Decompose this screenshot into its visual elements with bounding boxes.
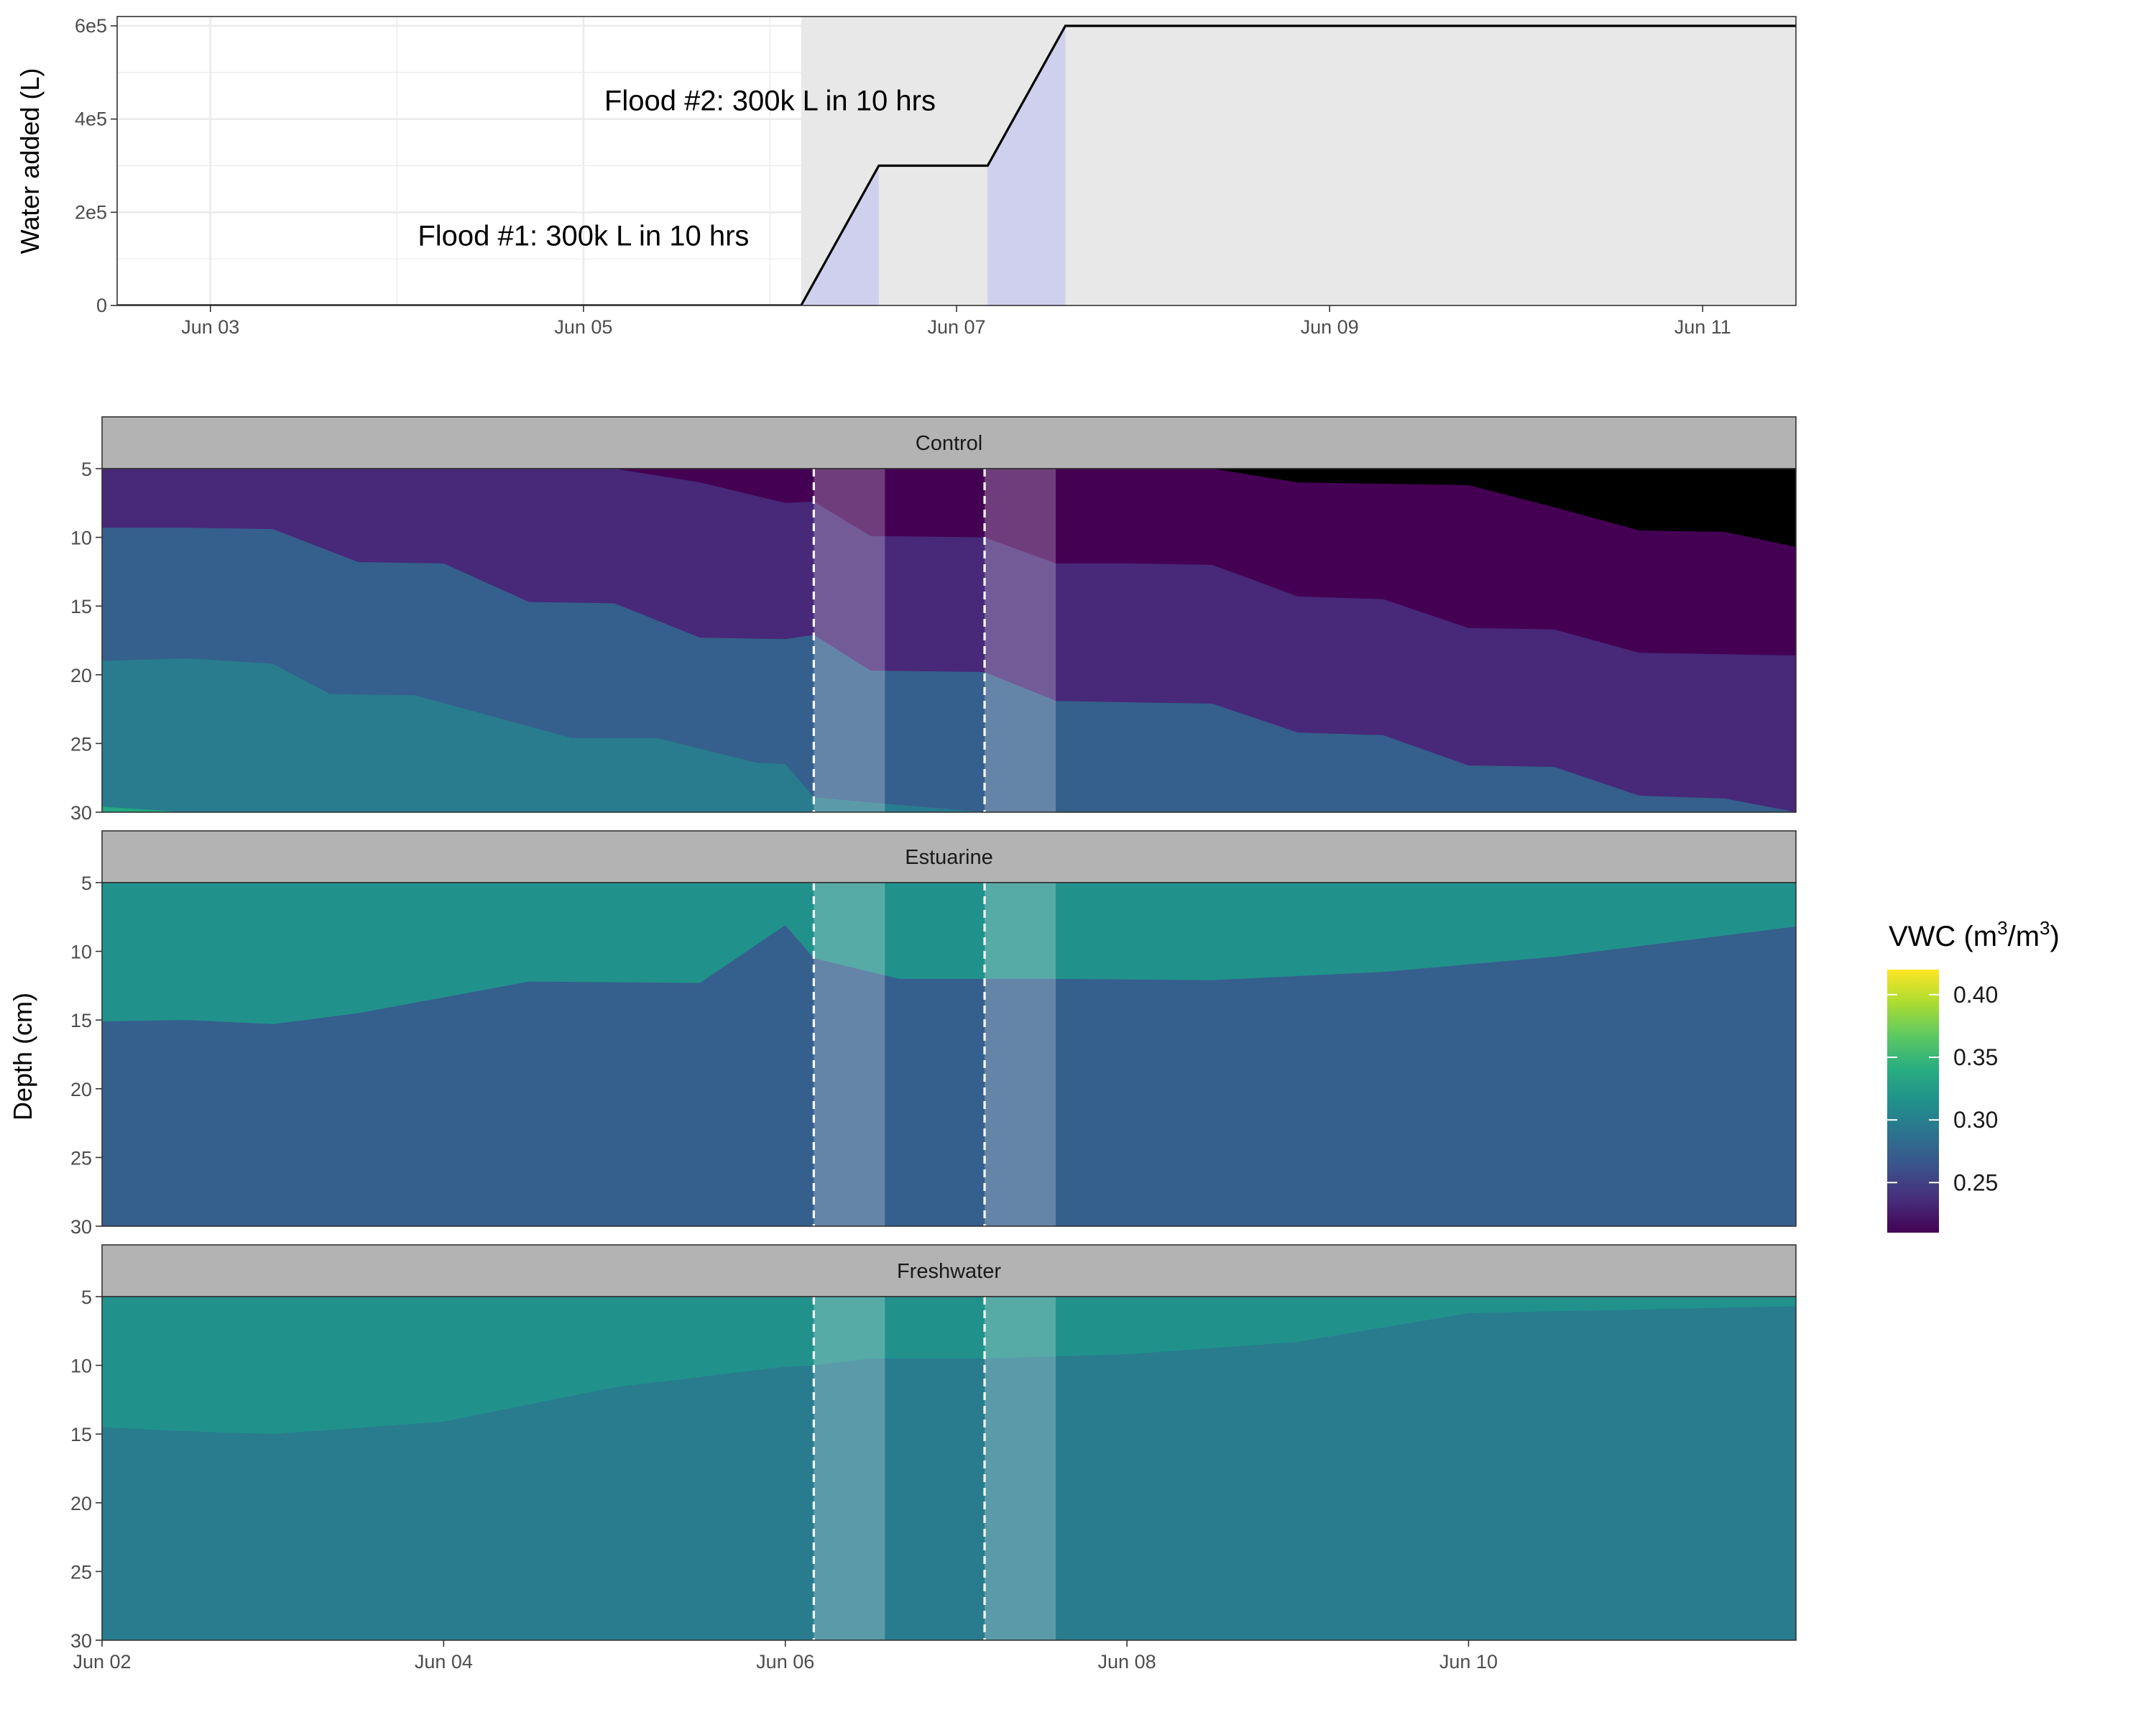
- depth-axis-title: Depth (cm): [8, 993, 37, 1121]
- depth-tick-label: 15: [70, 1010, 92, 1031]
- depth-tick-label: 30: [70, 1216, 92, 1238]
- depth-tick-label: 15: [70, 1424, 92, 1445]
- facet-control: Control 5 10 15 20 25 30: [70, 416, 1797, 824]
- flood-overlay-estuarine: [812, 883, 1056, 1226]
- flood-window-2: [987, 25, 1066, 305]
- depth-ticks-freshwater: 5 10 15 20 25 30: [70, 1287, 102, 1652]
- legend-exponent-numerator: 3: [1997, 917, 2007, 939]
- flood-overlay-control: [812, 469, 1056, 812]
- legend-tick-label: 0.40: [1953, 982, 1998, 1008]
- heatmap-x-ticks: Jun 02 Jun 04 Jun 06 Jun 08 Jun 10: [73, 1640, 1498, 1673]
- depth-tick-label: 15: [70, 596, 92, 617]
- water-y-tick-label: 4e5: [75, 109, 107, 130]
- cumulative-water-line: [117, 24, 1796, 305]
- vwc-bands-estuarine: [102, 883, 1796, 1226]
- vwc-heatmap-chart: Control 5 10 15 20 25 30 Estuarine 5 10 15 20 25 3…: [8, 416, 1797, 1673]
- flood-window-overlay: [985, 883, 1056, 1226]
- heat-x-tick-label: Jun 06: [756, 1651, 814, 1673]
- depth-tick-label: 10: [70, 942, 92, 963]
- heat-x-tick-label: Jun 10: [1439, 1651, 1498, 1673]
- depth-ticks-estuarine: 5 10 15 20 25 30: [70, 873, 102, 1238]
- facet-strip-estuarine: [101, 830, 1797, 883]
- vwc-bands-freshwater: [102, 1297, 1796, 1640]
- post-flood-shading: [801, 17, 1796, 305]
- depth-tick-label: 10: [70, 528, 92, 549]
- panel-border-estuarine: [101, 882, 1797, 1227]
- facet-label-control: Control: [916, 432, 983, 455]
- heat-x-tick-label: Jun 04: [415, 1651, 473, 1673]
- flood-window-overlay: [985, 469, 1056, 812]
- heat-x-tick-label: Jun 02: [73, 1651, 131, 1673]
- flood-window-overlay: [985, 1297, 1056, 1640]
- facet-label-freshwater: Freshwater: [897, 1260, 1001, 1283]
- legend-colorbar: [1887, 970, 1939, 1233]
- legend-unit-denominator: m: [2016, 921, 2040, 952]
- flood-window-overlay: [814, 883, 885, 1226]
- water-x-tick-label: Jun 09: [1301, 316, 1359, 338]
- facet-label-estuarine: Estuarine: [905, 846, 993, 869]
- flood-window-overlay: [814, 469, 885, 812]
- vwc-legend: VWC (m3/m3) 0.40 0.35 0.30 0.25: [1887, 917, 2060, 1233]
- flood-2-annotation: Flood #2: 300k L in 10 hrs: [604, 86, 936, 117]
- facet-strip-freshwater: [101, 1244, 1797, 1297]
- legend-ticks: 0.40 0.35 0.30 0.25: [1887, 982, 1998, 1195]
- legend-unit-numerator: m: [1973, 921, 1997, 952]
- panel-border-freshwater: [101, 1296, 1797, 1641]
- water-y-tick-label: 6e5: [75, 15, 107, 37]
- facet-strip-control: [101, 416, 1797, 469]
- depth-tick-label: 5: [81, 459, 92, 480]
- vwc-bands-control: [102, 469, 1796, 812]
- water-y-tick-label: 2e5: [75, 201, 107, 223]
- depth-tick-label: 30: [70, 802, 92, 824]
- depth-tick-label: 20: [70, 1493, 92, 1514]
- depth-tick-label: 25: [70, 1561, 92, 1583]
- heat-x-tick-label: Jun 08: [1098, 1651, 1156, 1673]
- water-y-ticks: 0 2e5 4e5 6e5: [75, 15, 117, 316]
- vwc-band: [102, 1297, 1796, 1435]
- depth-tick-label: 5: [81, 873, 92, 894]
- flood-overlay-freshwater: [812, 1297, 1056, 1640]
- water-x-tick-label: Jun 05: [554, 316, 612, 338]
- legend-title: VWC (m3/m3): [1889, 917, 2060, 952]
- legend-tick-label: 0.25: [1953, 1169, 1998, 1195]
- facet-estuarine: Estuarine 5 10 15 20 25 30: [70, 830, 1797, 1238]
- vwc-band: [102, 469, 1796, 547]
- water-y-axis-title: Water added (L): [15, 68, 45, 254]
- water-x-ticks: Jun 03 Jun 05 Jun 07 Jun 09 Jun 11: [181, 305, 1731, 338]
- vwc-band: [102, 883, 1796, 1024]
- depth-ticks-control: 5 10 15 20 25 30: [70, 459, 102, 824]
- flood-1-annotation: Flood #1: 300k L in 10 hrs: [418, 221, 749, 252]
- depth-tick-label: 30: [70, 1630, 92, 1652]
- legend-tick-label: 0.30: [1953, 1107, 1998, 1133]
- water-x-tick-label: Jun 11: [1674, 316, 1731, 338]
- flood-window-overlay: [814, 1297, 885, 1640]
- water-y-tick-label: 0: [96, 295, 107, 316]
- legend-title-main: VWC: [1889, 921, 1955, 952]
- depth-tick-label: 20: [70, 1079, 92, 1100]
- depth-tick-label: 5: [81, 1287, 92, 1308]
- vwc-band: [102, 469, 1796, 656]
- water-x-tick-label: Jun 07: [927, 316, 985, 338]
- water-added-chart: Jun 03 Jun 05 Jun 07 Jun 09 Jun 11 0 2e5 4e5 6e…: [15, 15, 1797, 338]
- facet-freshwater: Freshwater 5 10 15 20 25 30: [70, 1244, 1797, 1652]
- depth-tick-label: 25: [70, 1147, 92, 1169]
- depth-tick-label: 25: [70, 733, 92, 755]
- depth-tick-label: 10: [70, 1356, 92, 1377]
- legend-tick-label: 0.35: [1953, 1044, 1998, 1070]
- panel-border-control: [101, 468, 1797, 813]
- depth-tick-label: 20: [70, 665, 92, 686]
- water-x-tick-label: Jun 03: [181, 316, 239, 338]
- legend-exponent-denominator: 3: [2040, 917, 2050, 939]
